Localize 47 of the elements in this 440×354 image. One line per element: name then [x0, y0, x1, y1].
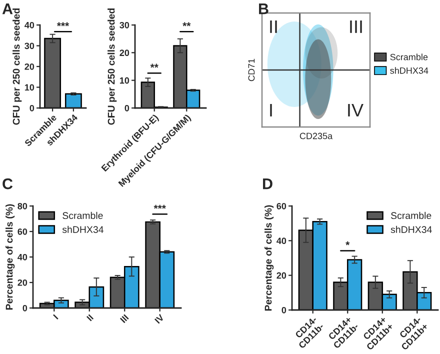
legend-label: Scramble	[390, 54, 428, 60]
y-tick-label: 30	[120, 22, 130, 28]
annotation: ***	[154, 204, 166, 209]
y-tick-label: 0	[282, 306, 286, 314]
x-tick-label: IV	[154, 314, 164, 324]
x-tick-label: III	[120, 314, 129, 324]
legend-label: shDHX34	[390, 67, 428, 74]
y-tick-label: 40	[18, 254, 28, 260]
text: IV	[348, 104, 364, 116]
y-tick-label: 0	[30, 104, 34, 112]
y-axis-title: Percentage of cells (%)	[6, 204, 15, 310]
y-tick-label: 60	[276, 202, 286, 210]
y-tick-label: 20	[18, 279, 28, 286]
y-tick-label: 80	[18, 202, 28, 210]
annotation: *	[346, 241, 350, 246]
x-tick-label: II	[86, 314, 94, 322]
y-tick-label: 10	[24, 84, 34, 91]
y-tick-label: 20	[276, 272, 286, 279]
legend-label: shDHX34	[62, 226, 104, 233]
chart-title: C	[2, 178, 13, 190]
text: CD71	[248, 58, 255, 82]
text: CD235a	[300, 132, 333, 140]
y-tick-label: 10	[120, 77, 130, 84]
y-tick-label: 60	[18, 228, 28, 235]
chart-title: A	[2, 4, 13, 14]
text: III	[350, 20, 362, 33]
y-tick-label: 0	[22, 304, 28, 312]
annotation: ***	[56, 22, 70, 26]
chart-title: D	[263, 178, 272, 190]
annotation: **	[182, 22, 191, 26]
y-tick-label: 30	[24, 42, 34, 50]
legend-label: shDHX34	[390, 226, 432, 233]
y-tick-label: 0	[124, 104, 130, 112]
y-axis-title: Percentage of cells (%)	[264, 205, 274, 311]
y-tick-label: 20	[120, 50, 130, 56]
x-tick-label: I	[53, 314, 58, 320]
y-axis-title: CFU per 250 cells seeded	[12, 8, 22, 125]
text: B	[259, 4, 268, 14]
annotation: **	[150, 64, 158, 68]
legend-label: Scramble	[62, 212, 103, 220]
y-tick-label: 40	[24, 22, 34, 28]
legend-label: Scramble	[391, 212, 432, 220]
y-axis-title: CFU per 250 cells seeded	[108, 8, 117, 125]
text: II	[270, 20, 277, 33]
y-tick-label: 20	[24, 63, 34, 70]
text: I	[270, 104, 272, 116]
y-tick-label: 40	[276, 238, 286, 244]
